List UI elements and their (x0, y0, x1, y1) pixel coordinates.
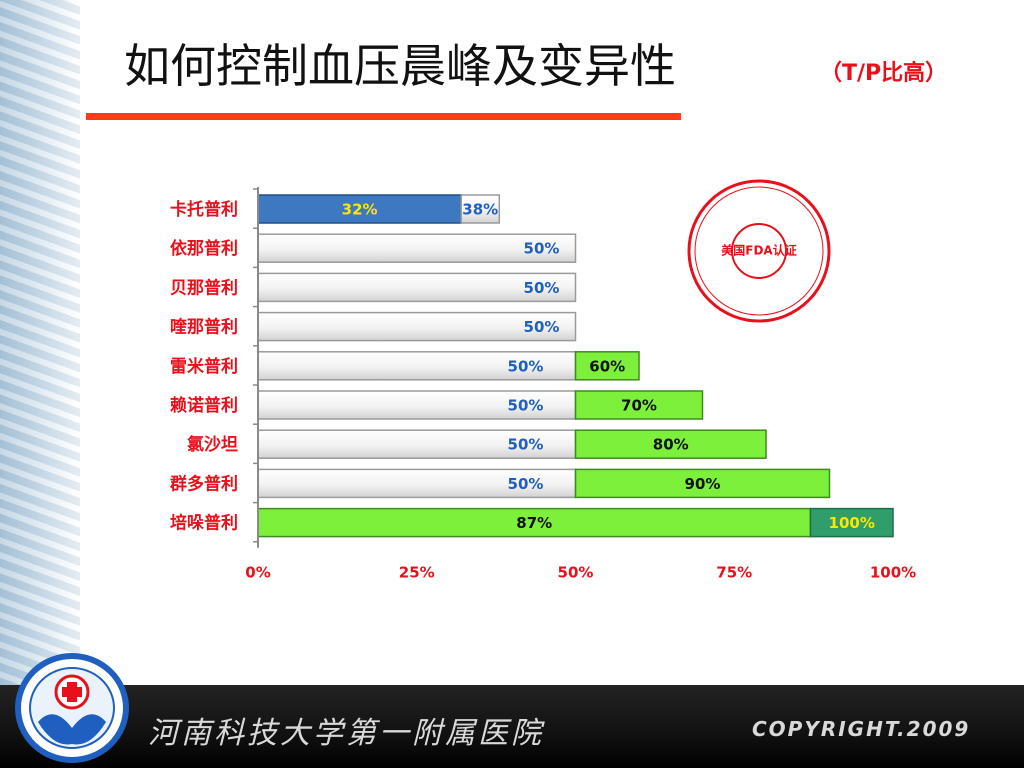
footer-bar: 河南科技大学第一附属医院 COPYRIGHT.2009 (0, 685, 1024, 768)
bar-segment (257, 194, 462, 224)
decorative-side-strip (0, 0, 80, 685)
data-label: 50% (508, 357, 544, 375)
data-label: 50% (524, 240, 560, 258)
category-label: 喹那普利 (170, 317, 238, 338)
data-label: 70% (621, 397, 657, 415)
data-label: 50% (524, 279, 560, 297)
slide-title: 如何控制血压晨峰及变异性 (124, 39, 676, 93)
footer-copyright: COPYRIGHT.2009 (752, 717, 971, 741)
x-tick-label: 25% (399, 564, 435, 582)
category-label: 赖诺普利 (170, 395, 238, 416)
bar-segment (257, 233, 577, 263)
category-label: 雷米普利 (170, 356, 238, 377)
data-label: 90% (685, 475, 721, 493)
stamp-text: 美国FDA认证 (721, 243, 796, 258)
bar-segment (574, 351, 640, 381)
data-label: 100% (829, 514, 875, 532)
bar-segment (257, 507, 812, 538)
data-label: 32% (342, 201, 378, 219)
category-label: 培哚普利 (170, 513, 238, 534)
x-tick-label: 0% (245, 564, 270, 582)
data-label: 80% (653, 436, 689, 454)
category-label: 依那普利 (170, 238, 238, 259)
bar-segment (574, 390, 704, 420)
category-label: 贝那普利 (170, 277, 238, 298)
bar-segment (257, 311, 577, 342)
fda-certification-stamp: 美国FDA认证 (687, 179, 831, 323)
category-label: 氯沙坦 (187, 434, 238, 455)
bar-segment (574, 468, 831, 499)
category-label: 卡托普利 (170, 199, 238, 220)
category-label: 群多普利 (170, 473, 238, 494)
hospital-logo-icon (15, 653, 129, 763)
data-label: 50% (508, 397, 544, 415)
slide-subtitle: （T/P比高） (820, 61, 948, 86)
data-label: 87% (516, 514, 552, 532)
bar-segment (257, 351, 577, 381)
footer-hospital-name: 河南科技大学第一附属医院 (148, 716, 544, 751)
data-label: 50% (508, 436, 544, 454)
title-underline (86, 113, 681, 120)
bar-segment (257, 429, 577, 459)
bar-segment (257, 272, 577, 303)
x-tick-label: 75% (716, 564, 752, 582)
data-label: 50% (508, 475, 544, 493)
x-tick-label: 50% (558, 564, 594, 582)
data-label: 60% (589, 357, 625, 375)
x-tick-label: 100% (870, 564, 916, 582)
bar-segment (460, 194, 501, 224)
data-label: 38% (462, 201, 498, 219)
bar-segment (574, 429, 767, 459)
bar-segment (257, 390, 577, 420)
data-label: 50% (524, 318, 560, 336)
bar-segment (809, 507, 894, 538)
